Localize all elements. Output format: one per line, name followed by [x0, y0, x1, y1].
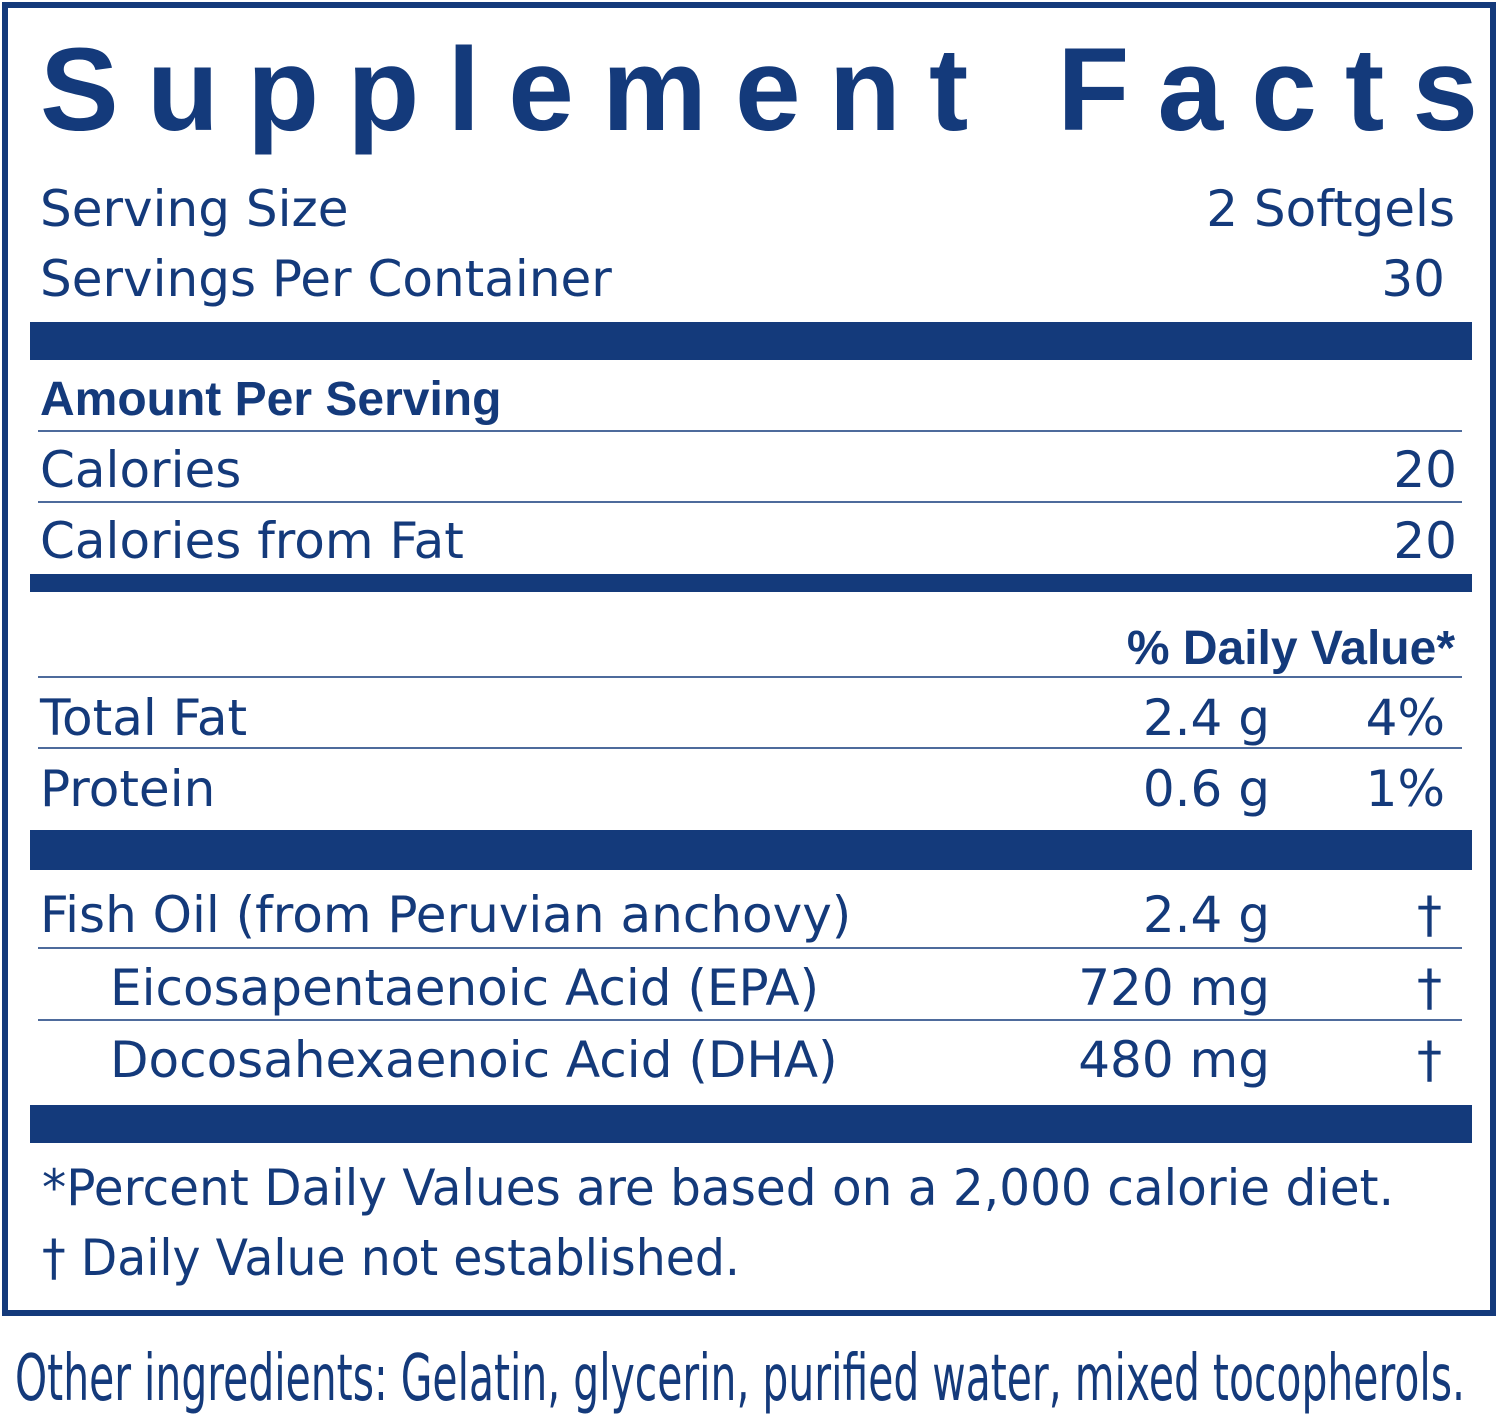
row-amount: 0.6 g: [1143, 760, 1270, 818]
row-label: Fish Oil (from Peruvian anchovy): [40, 886, 851, 944]
row-daily-value: †: [1417, 1031, 1442, 1089]
serving-size: 2 Softgels: [1206, 180, 1455, 238]
label-border: [2, 2, 1496, 1316]
row-label: Protein: [40, 760, 215, 818]
other-ingredients: Other ingredients: Gelatin, glycerin, pu…: [15, 1342, 1465, 1416]
serving-size-label: Serving Size: [40, 180, 349, 238]
row-daily-value: †: [1417, 886, 1442, 944]
servings-per-container: 30: [1381, 250, 1445, 308]
row-amount: 720 mg: [1078, 959, 1270, 1017]
footnote: *Percent Daily Values are based on a 2,0…: [42, 1159, 1394, 1217]
row-label: Eicosapentaenoic Acid (EPA): [110, 959, 819, 1017]
daily-value-header: % Daily Value*: [1127, 622, 1455, 675]
row-amount: 20: [1393, 441, 1457, 499]
medium-divider: [30, 574, 1472, 592]
thick-divider: [30, 322, 1472, 360]
row-daily-value: †: [1417, 959, 1442, 1017]
row-label: Docosahexaenoic Acid (DHA): [110, 1031, 838, 1089]
title: Supplement Facts: [40, 24, 1478, 156]
row-amount: 2.4 g: [1143, 886, 1270, 944]
servings-per-container-label: Servings Per Container: [40, 250, 612, 308]
row-label: Total Fat: [39, 689, 247, 747]
row-amount: 480 mg: [1078, 1031, 1270, 1089]
thick-divider: [30, 1105, 1472, 1143]
row-label: Calories from Fat: [40, 512, 464, 570]
thick-divider: [30, 830, 1472, 870]
amount-header: Amount Per Serving: [40, 373, 501, 426]
row-daily-value: 1%: [1366, 760, 1445, 818]
row-daily-value: 4%: [1366, 689, 1445, 747]
row-amount: 20: [1393, 512, 1457, 570]
row-label: Calories: [40, 441, 241, 499]
footnote: † Daily Value not established.: [42, 1229, 740, 1287]
row-amount: 2.4 g: [1143, 689, 1270, 747]
